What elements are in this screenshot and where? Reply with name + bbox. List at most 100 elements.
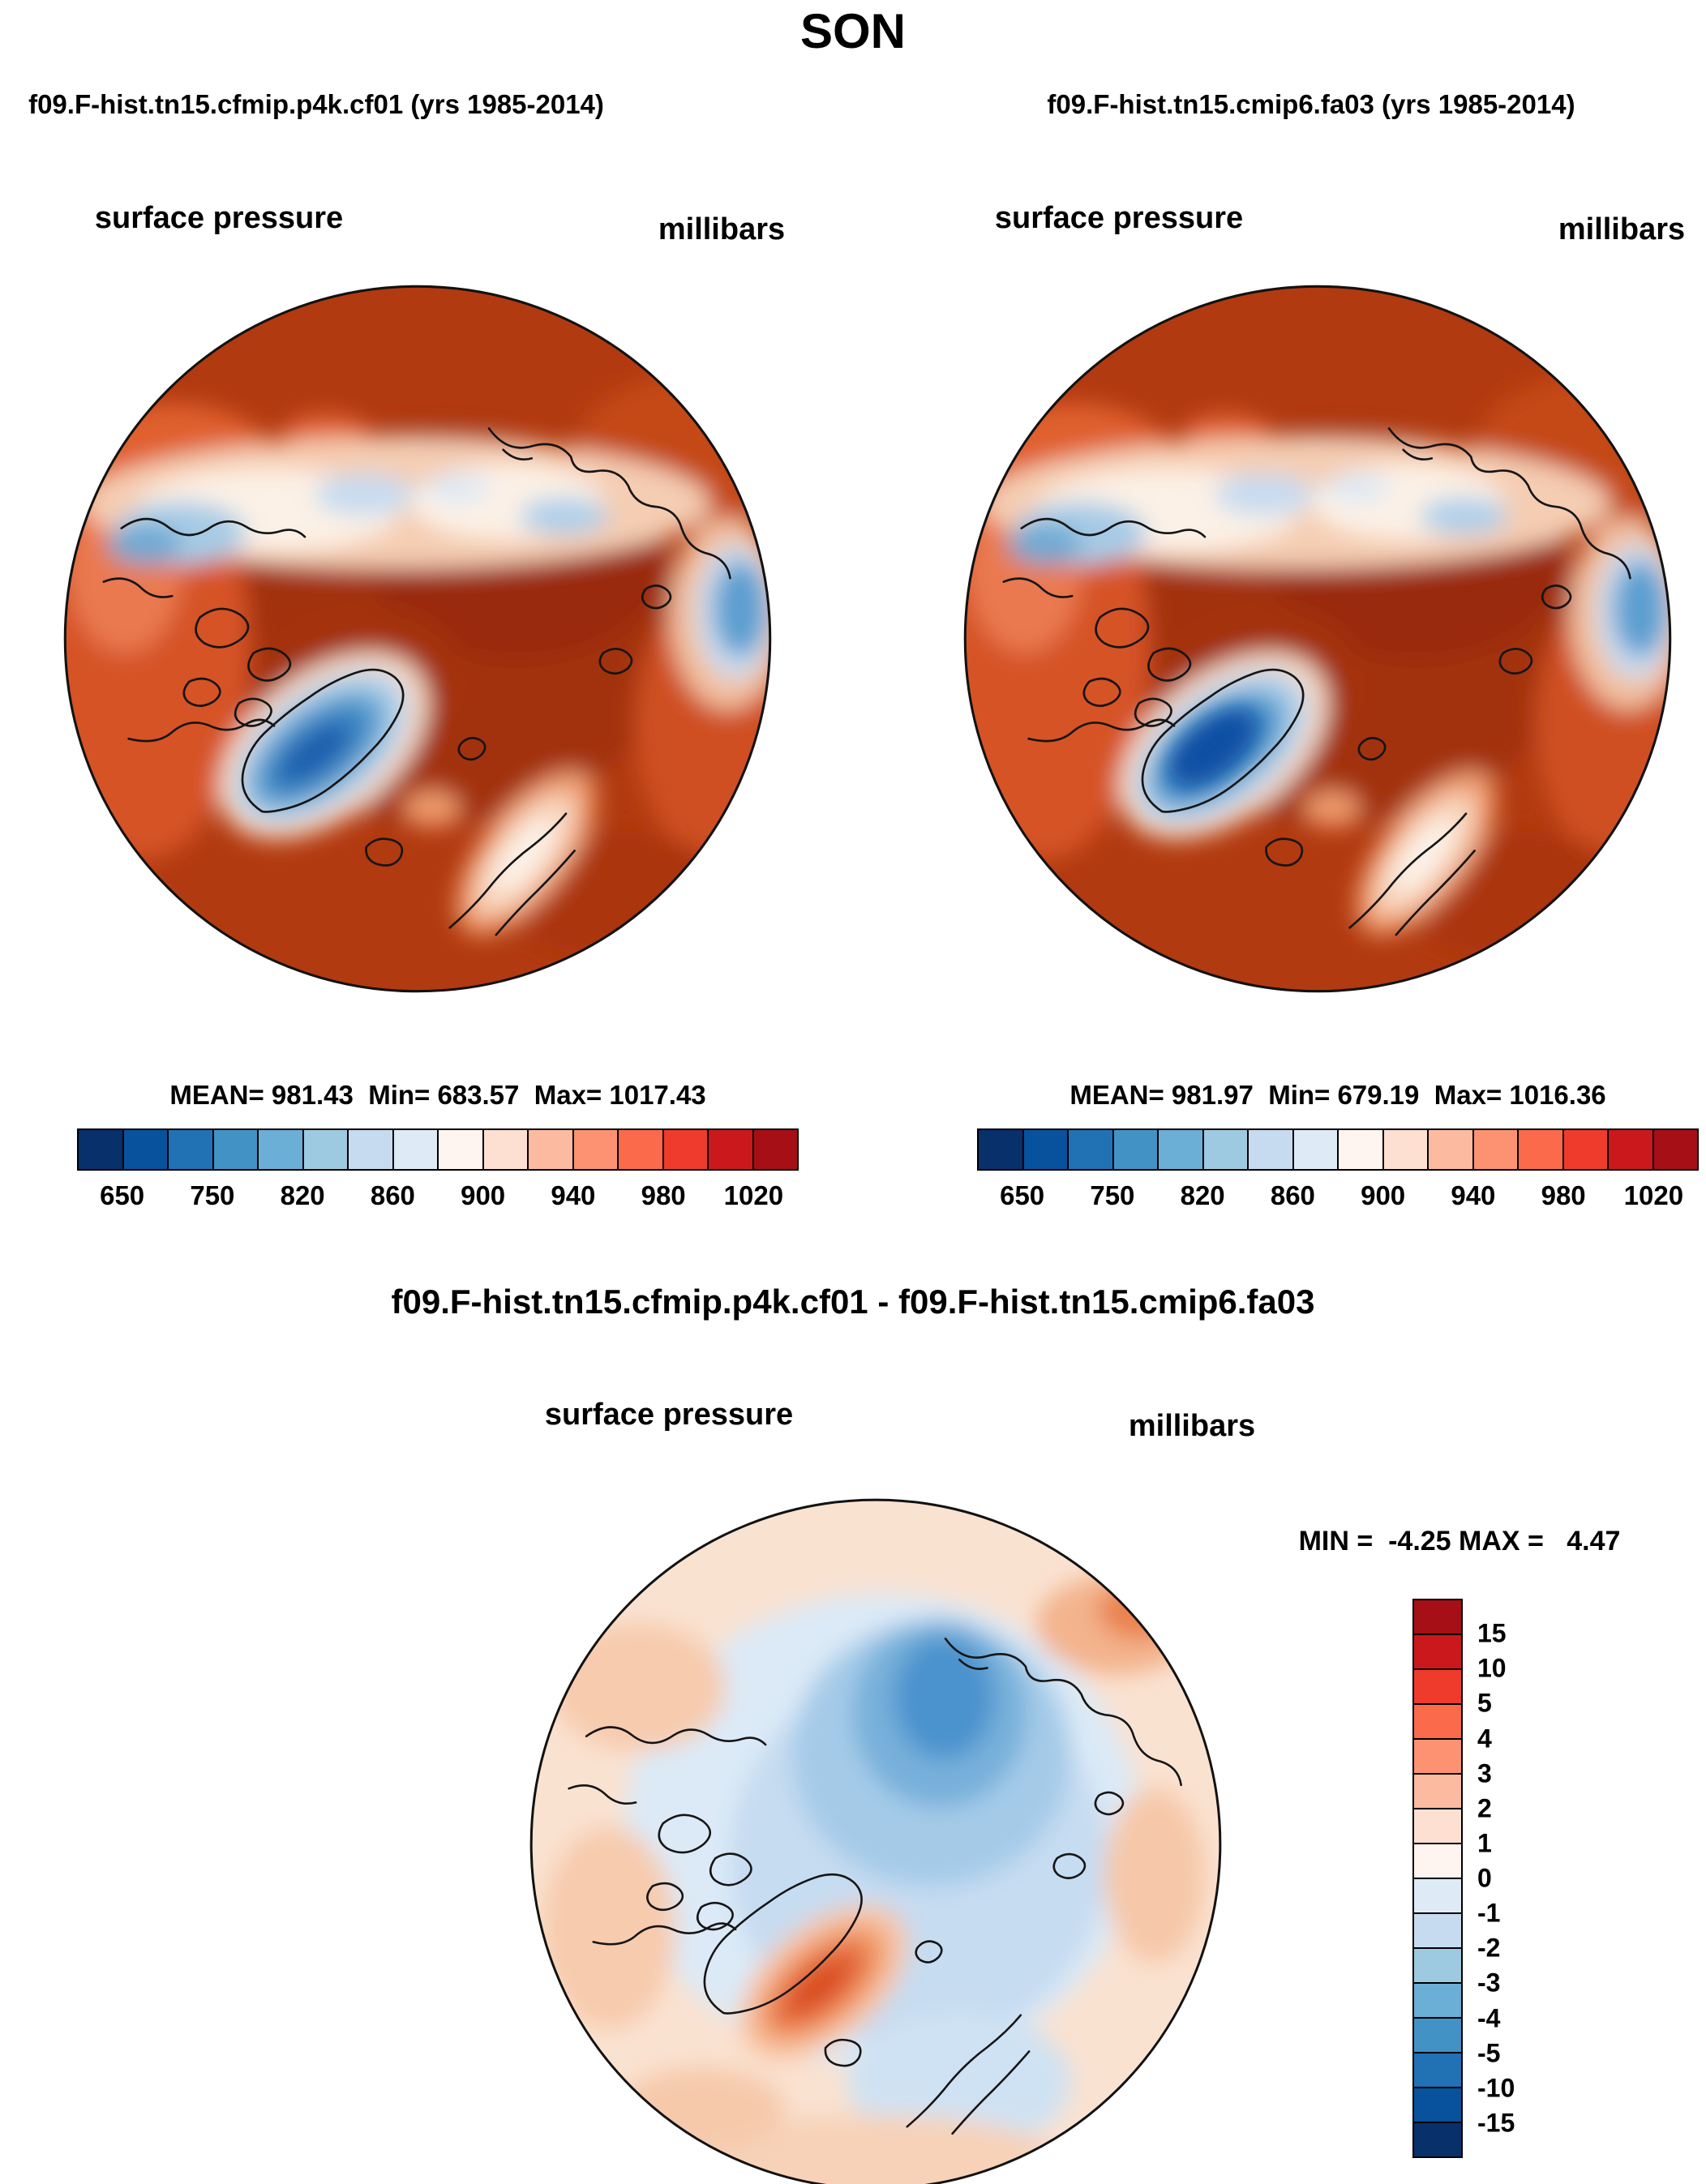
map-boundary-circle (963, 285, 1672, 993)
colorbar-segment (1412, 1703, 1463, 1740)
colorbar-segment (1157, 1128, 1204, 1171)
left-panel-title: f09.F-hist.tn15.cfmip.p4k.cf01 (yrs 1985… (28, 89, 604, 119)
left-units-label: millibars (658, 212, 786, 246)
diff-minmax: MIN = -4.25 MAX = 4.47 (1298, 1526, 1621, 1557)
colorbar-segment (302, 1128, 349, 1171)
left-colorbar (77, 1128, 799, 1171)
right-field-label: surface pressure (994, 201, 1244, 235)
right-colorbar (977, 1128, 1699, 1171)
colorbar-segment (1412, 1738, 1463, 1775)
colorbar-segment (212, 1128, 259, 1171)
colorbar-tick-label: 0 (1477, 1863, 1492, 1893)
colorbar-segment (167, 1128, 214, 1171)
colorbar-tick-label: 820 (1180, 1180, 1225, 1210)
colorbar-segment (1412, 2052, 1463, 2088)
left-field-label: surface pressure (94, 201, 344, 235)
pressure-map-left (63, 285, 772, 993)
colorbar-segment (1067, 1128, 1114, 1171)
colorbar-tick-label: 1020 (1623, 1180, 1684, 1210)
colorbar-tick-label: 750 (1090, 1180, 1135, 1210)
colorbar-segment (482, 1128, 529, 1171)
colorbar-tick-label: 4 (1477, 1724, 1492, 1753)
colorbar-tick-label: 1020 (723, 1180, 784, 1210)
colorbar-segment (707, 1128, 754, 1171)
colorbar-segment (392, 1128, 439, 1171)
colorbar-segment (527, 1128, 574, 1171)
colorbar-segment (572, 1128, 619, 1171)
colorbar-tick-label: -5 (1477, 2038, 1501, 2068)
colorbar-tick-label: 860 (1270, 1180, 1315, 1210)
colorbar-tick-label: -10 (1477, 2073, 1515, 2103)
diff-colorbar (1412, 1599, 1463, 2158)
colorbar-segment (1652, 1128, 1699, 1171)
colorbar-tick-label: -3 (1477, 1968, 1501, 1998)
pressure-map-right (963, 285, 1672, 993)
colorbar-segment (1412, 1878, 1463, 1914)
colorbar-tick-label: 5 (1477, 1688, 1492, 1718)
colorbar-segment (1412, 2017, 1463, 2053)
colorbar-tick-label: 15 (1477, 1618, 1507, 1648)
colorbar-tick-label: -4 (1477, 2003, 1501, 2032)
colorbar-tick-label: 750 (190, 1180, 235, 1210)
colorbar-segment (1472, 1128, 1519, 1171)
colorbar-segment (77, 1128, 124, 1171)
colorbar-tick-label: 650 (1000, 1180, 1045, 1210)
colorbar-segment (1412, 1982, 1463, 2019)
colorbar-tick-label: 980 (641, 1180, 686, 1210)
colorbar-segment (1427, 1128, 1474, 1171)
colorbar-segment (752, 1128, 799, 1171)
colorbar-segment (1412, 2122, 1463, 2158)
colorbar-tick-label: 1 (1477, 1828, 1492, 1858)
right-panel-title: f09.F-hist.tn15.cmip6.fa03 (yrs 1985-201… (1047, 89, 1575, 119)
difference-map (529, 1498, 1222, 2184)
diff-field-label: surface pressure (544, 1398, 794, 1432)
colorbar-tick-label: -15 (1477, 2108, 1515, 2138)
colorbar-segment (1412, 1668, 1463, 1705)
colorbar-segment (437, 1128, 484, 1171)
colorbar-segment (257, 1128, 304, 1171)
colorbar-segment (1412, 1599, 1463, 1635)
diff-units-label: millibars (1128, 1409, 1256, 1443)
colorbar-tick-label: 860 (370, 1180, 415, 1210)
right-stats: MEAN= 981.97 Min= 679.19 Max= 1016.36 (1069, 1080, 1606, 1110)
colorbar-tick-label: 3 (1477, 1758, 1492, 1788)
colorbar-tick-label: 820 (280, 1180, 325, 1210)
colorbar-segment (1292, 1128, 1339, 1171)
colorbar-tick-label: 900 (461, 1180, 506, 1210)
right-units-label: millibars (1558, 212, 1686, 246)
colorbar-segment (1562, 1128, 1609, 1171)
colorbar-tick-label: 2 (1477, 1793, 1492, 1823)
colorbar-segment (1412, 1773, 1463, 1809)
map-boundary-circle (63, 285, 772, 993)
colorbar-segment (1412, 2087, 1463, 2123)
colorbar-segment (1517, 1128, 1564, 1171)
colorbar-tick-label: 900 (1361, 1180, 1406, 1210)
colorbar-segment (347, 1128, 394, 1171)
colorbar-segment (977, 1128, 1024, 1171)
colorbar-segment (1412, 1843, 1463, 1879)
colorbar-tick-label: 940 (1451, 1180, 1496, 1210)
colorbar-segment (1202, 1128, 1249, 1171)
colorbar-segment (122, 1128, 169, 1171)
colorbar-segment (1382, 1128, 1429, 1171)
colorbar-segment (617, 1128, 664, 1171)
colorbar-tick-label: -2 (1477, 1933, 1501, 1963)
colorbar-tick-label: 940 (551, 1180, 596, 1210)
colorbar-tick-label: -1 (1477, 1898, 1501, 1928)
colorbar-tick-label: 650 (100, 1180, 145, 1210)
colorbar-segment (1412, 1808, 1463, 1844)
colorbar-segment (1022, 1128, 1069, 1171)
colorbar-segment (1412, 1947, 1463, 1984)
colorbar-segment (1412, 1634, 1463, 1670)
left-stats: MEAN= 981.43 Min= 683.57 Max= 1017.43 (169, 1080, 706, 1110)
right-colorbar-ticks: 650 750 820 860 900 940 980 1020 (977, 1180, 1699, 1211)
colorbar-segment (1607, 1128, 1654, 1171)
colorbar-tick-label: 10 (1477, 1653, 1507, 1683)
diff-colorbar-ticks: 15 10 5 4 3 2 1 0 -1 -2 -3 -4 -5 -10 -15 (1477, 1599, 1567, 2158)
left-colorbar-ticks: 650 750 820 860 900 940 980 1020 (77, 1180, 799, 1211)
colorbar-segment (662, 1128, 709, 1171)
colorbar-segment (1412, 1912, 1463, 1949)
colorbar-segment (1112, 1128, 1159, 1171)
map-boundary-circle (529, 1498, 1222, 2184)
